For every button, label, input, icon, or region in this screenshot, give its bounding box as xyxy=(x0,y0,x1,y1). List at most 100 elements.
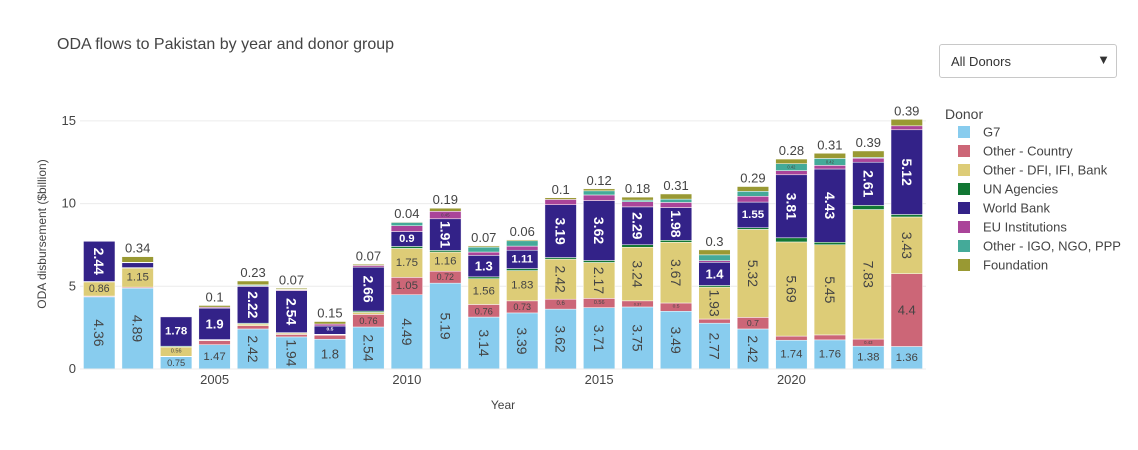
donor-dropdown[interactable]: All Donors ▼ xyxy=(939,44,1117,78)
data-label: 0.7 xyxy=(747,318,759,328)
bar-segment xyxy=(621,206,654,246)
bar-segment xyxy=(775,339,808,370)
data-label: 0.73 xyxy=(513,302,531,312)
bar-segment xyxy=(890,119,923,127)
bar-segment xyxy=(121,286,154,289)
bar-segment xyxy=(813,165,846,170)
bar-segment xyxy=(83,296,116,370)
bar-segment xyxy=(121,287,154,370)
data-label: 0.76 xyxy=(475,305,493,316)
data-label: 3.43 xyxy=(899,232,915,259)
bar-segment xyxy=(467,245,500,248)
bar-segment xyxy=(467,246,500,253)
bar-segment xyxy=(544,308,577,370)
data-label: 0.29 xyxy=(740,171,765,186)
legend-label: UN Agencies xyxy=(983,182,1059,197)
bar-segment xyxy=(83,295,116,298)
data-labels: 4.360.862.444.891.150.340.750.561.781.47… xyxy=(89,103,920,367)
data-label: 0.9 xyxy=(399,233,415,245)
data-label: 2.22 xyxy=(245,291,261,318)
bar-segment xyxy=(390,221,423,223)
data-label: 4.43 xyxy=(822,192,838,219)
bar-segment xyxy=(83,281,116,297)
bar-segment xyxy=(237,285,270,287)
data-label: 5.12 xyxy=(899,159,915,186)
bar-segment xyxy=(467,304,500,318)
bar-segment xyxy=(660,242,693,304)
bar-segment xyxy=(583,200,616,261)
bar-segment xyxy=(852,157,885,163)
data-label: 0.07 xyxy=(356,248,381,263)
data-label: 1.98 xyxy=(668,210,684,237)
legend-swatch xyxy=(958,145,970,157)
data-label: 0.56 xyxy=(171,349,182,355)
data-label: 0.1 xyxy=(552,182,570,197)
bar-segment xyxy=(313,325,346,335)
data-label: 0.18 xyxy=(625,181,650,196)
bar-segment xyxy=(583,188,616,192)
data-label: 2.42 xyxy=(553,266,569,293)
bar-segment xyxy=(775,163,808,171)
bar-segment xyxy=(275,289,308,291)
data-label: 7.83 xyxy=(860,261,876,288)
bar-segment xyxy=(544,199,577,205)
data-label: 0.45 xyxy=(441,213,450,218)
data-label: 0.15 xyxy=(317,306,342,321)
bar-segment xyxy=(160,316,193,318)
bar-segment xyxy=(467,316,500,370)
donor-dropdown-value: All Donors xyxy=(951,54,1011,69)
data-label: 1.55 xyxy=(742,209,765,221)
bar-segment xyxy=(313,334,346,336)
bar-segment xyxy=(621,300,654,308)
bar-segment xyxy=(275,332,308,335)
data-label: 1.38 xyxy=(857,352,879,364)
data-label: 0.12 xyxy=(586,173,611,188)
bar-segment xyxy=(160,345,193,348)
data-label: 5.19 xyxy=(437,312,453,339)
data-label: 3.39 xyxy=(514,327,530,354)
data-label: 0.86 xyxy=(89,283,110,295)
bar-segment xyxy=(198,305,231,308)
bar-segment xyxy=(506,240,539,247)
legend-title: Donor xyxy=(945,106,983,122)
bar-segment xyxy=(121,262,154,264)
bar-segment xyxy=(237,322,270,325)
bar-segment xyxy=(83,240,116,282)
bar-segment xyxy=(506,268,539,271)
data-label: 0.39 xyxy=(894,103,919,118)
data-label: 1.47 xyxy=(203,351,225,363)
legend-label: Other - DFI, IFI, Bank xyxy=(983,163,1108,178)
legend-swatch xyxy=(958,126,970,138)
data-label: 2.42 xyxy=(245,335,261,362)
data-label: 3.24 xyxy=(630,260,646,287)
bar-segment xyxy=(275,289,308,291)
data-label: 4.49 xyxy=(399,318,415,345)
bar-segment xyxy=(352,326,385,370)
data-label: 1.91 xyxy=(437,221,453,248)
data-label: 0.5 xyxy=(673,304,680,310)
x-tick-label: 2010 xyxy=(392,372,421,387)
bar-segment xyxy=(275,334,308,338)
bar-segment xyxy=(429,251,462,272)
bar-segment xyxy=(698,318,731,324)
data-label: 2.77 xyxy=(707,332,723,359)
data-label: 0.42 xyxy=(787,165,796,170)
data-label: 0.39 xyxy=(856,135,881,150)
bar-segment xyxy=(83,240,116,242)
bar-segment xyxy=(237,280,270,286)
bar-segment xyxy=(237,286,270,324)
bar-segment xyxy=(813,242,846,246)
bar-segment xyxy=(660,198,693,203)
data-label: 0.34 xyxy=(125,241,150,256)
bar-segment xyxy=(390,231,423,247)
bar-segment xyxy=(313,338,346,370)
bars xyxy=(83,119,923,370)
data-label: 0.42 xyxy=(826,159,835,164)
bar-segment xyxy=(698,249,731,256)
bar-segment xyxy=(890,216,923,274)
data-label: 1.11 xyxy=(511,253,533,265)
bar-segment xyxy=(429,270,462,284)
data-label: 4.4 xyxy=(898,303,916,318)
bar-segment xyxy=(583,262,616,299)
bar-segment xyxy=(429,211,462,220)
